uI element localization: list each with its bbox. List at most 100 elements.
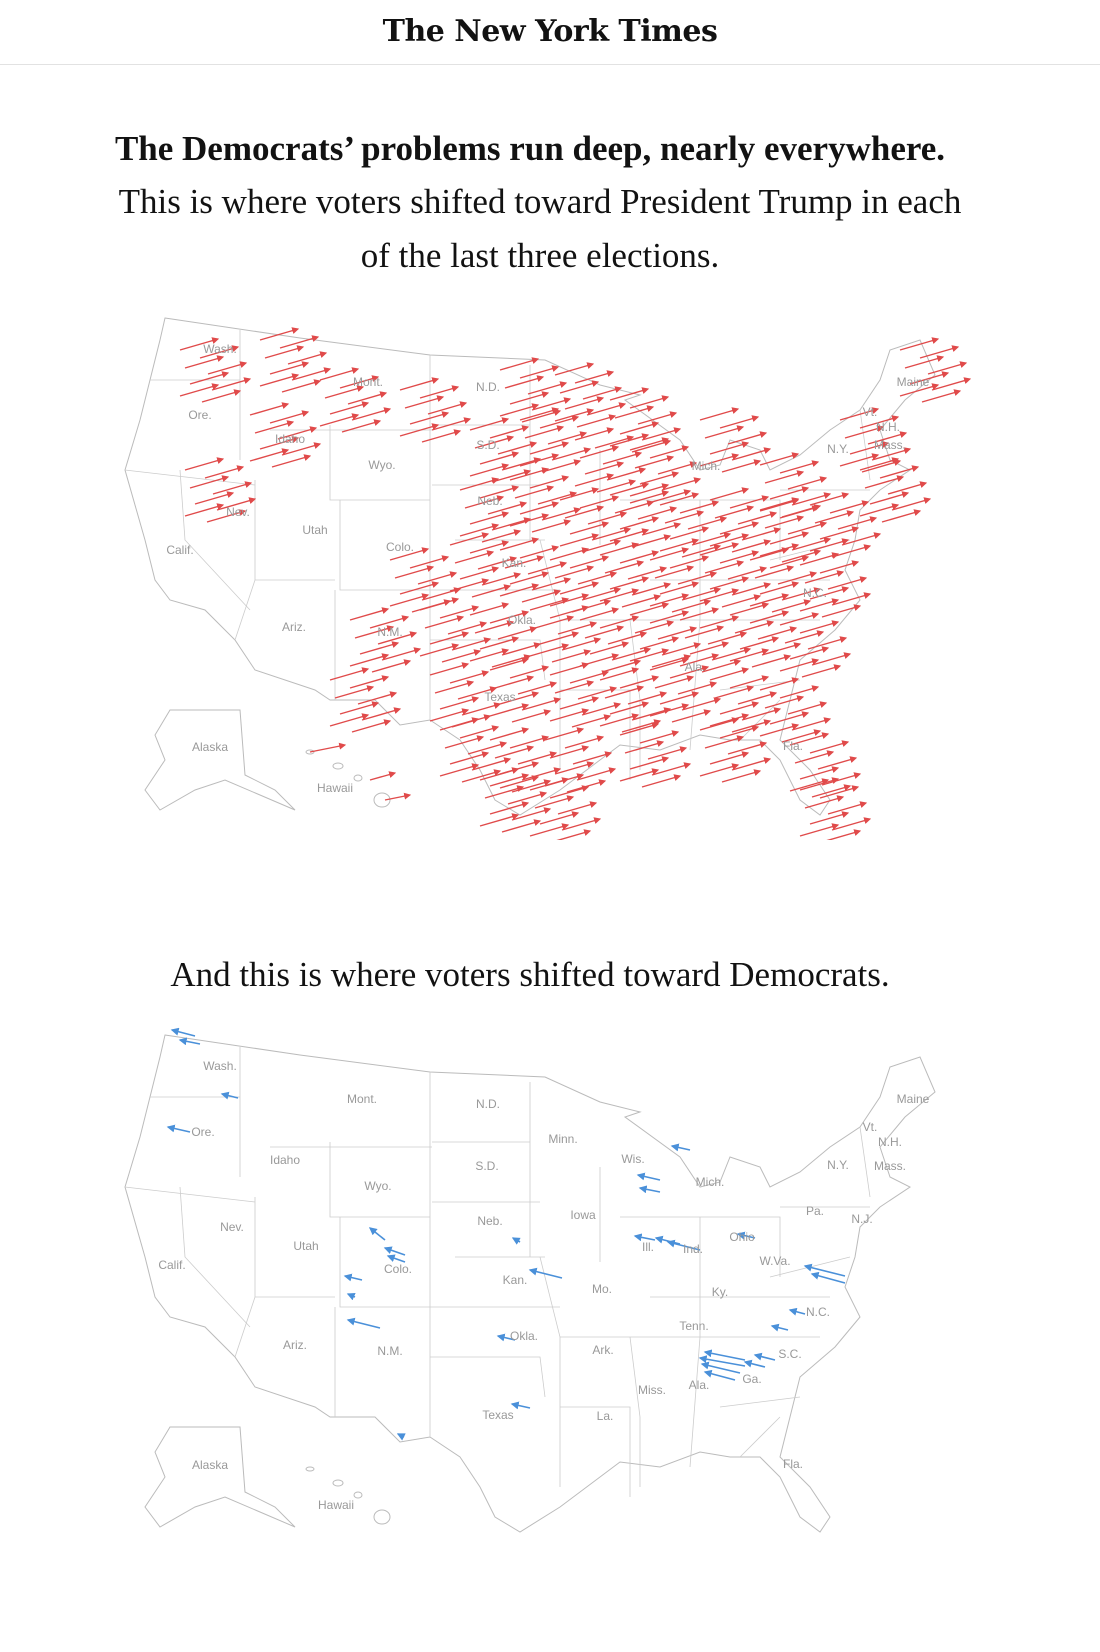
arrow (384, 792, 412, 801)
arrow (736, 1231, 756, 1240)
state-label: Maine (897, 1092, 930, 1106)
state-label: Ala. (689, 1378, 710, 1392)
state-label: Wyo. (364, 1179, 391, 1193)
arrow (383, 1246, 406, 1256)
state-label: S.D. (475, 1159, 498, 1173)
state-label: Mass. (874, 438, 906, 452)
state-label: N.H. (878, 1135, 902, 1149)
arrow (346, 1292, 356, 1301)
state-label: Colo. (384, 1262, 412, 1276)
arrow (770, 1323, 789, 1332)
map-heading: And this is where voters shifted toward … (170, 955, 890, 994)
state-labels: Wash. Mont. N.D. Minn. Ore. Idaho S.D. W… (158, 1059, 929, 1512)
state-label: Idaho (275, 432, 305, 446)
arrow (638, 1185, 661, 1194)
state-label: Ark. (592, 1343, 613, 1357)
us-outline (124, 317, 936, 816)
state-label: Utah (302, 523, 327, 537)
map: Wash. Mont. N.D. Minn. Ore. Idaho S.D. W… (124, 1027, 936, 1533)
trump-shift-arrows (180, 329, 970, 840)
state-label: Kan. (503, 1273, 528, 1287)
arrow (788, 1307, 806, 1316)
state-label: Nev. (226, 505, 250, 519)
arrow (178, 1037, 201, 1046)
state-label: Wyo. (368, 458, 395, 472)
arrow (810, 1271, 846, 1284)
state-label: Mich. (696, 1175, 725, 1189)
state-label: La. (597, 1409, 614, 1423)
map-body: Wash. Mont. N.D. Ore. Idaho S.D. Wyo. Ne… (124, 317, 970, 840)
arrow (368, 1227, 386, 1241)
state-label: Wash. (203, 1059, 237, 1073)
state-label: Hawaii (317, 781, 353, 795)
state-label: N.Y. (827, 1158, 849, 1172)
arrow (743, 1359, 766, 1368)
state-label: N.Y. (827, 442, 849, 456)
arrow (343, 1273, 363, 1282)
state-label: Minn. (548, 1132, 577, 1146)
state-labels: Wash. Mont. N.D. Ore. Idaho S.D. Wyo. Ne… (166, 342, 929, 795)
state-label: Calif. (158, 1258, 185, 1272)
state-label: Neb. (477, 1214, 502, 1228)
arrow (369, 771, 397, 781)
state-label: Ga. (742, 1372, 761, 1386)
arrow (698, 1355, 746, 1367)
arrow (309, 742, 347, 753)
state-label: Maine (897, 375, 930, 389)
arrow (510, 1401, 531, 1410)
state-label: Texas (482, 1408, 513, 1422)
state-label: Calif. (166, 543, 193, 557)
state-label: Fla. (783, 1457, 803, 1471)
state-label: Ore. (188, 408, 211, 422)
logo[interactable]: The New York Times (382, 14, 718, 49)
arrow (528, 1267, 563, 1279)
arrow (633, 1233, 656, 1242)
state-label: Mont. (347, 1092, 377, 1106)
arrow (670, 1143, 691, 1152)
state-label: Utah (293, 1239, 318, 1253)
state-label: Mont. (353, 375, 383, 389)
state-label: Alaska (192, 1458, 228, 1472)
state-label: Kan. (502, 556, 527, 570)
state-label: Mass. (874, 1159, 906, 1173)
state-label: Mo. (592, 1282, 612, 1296)
state-label: Okla. (510, 1329, 538, 1343)
state-label: Wash. (203, 342, 237, 356)
arrow (703, 1369, 736, 1381)
state-label: N.C. (806, 1305, 830, 1319)
state-label: Ala. (685, 660, 706, 674)
state-label: S.C. (778, 1347, 801, 1361)
state-label: Pa. (806, 1204, 824, 1218)
arrow (666, 1239, 701, 1251)
state-label: Ohio (729, 1230, 755, 1244)
subhead: This is where voters shifted toward Pres… (118, 182, 962, 275)
arrow (166, 1124, 191, 1133)
state-label: N.M. (377, 1344, 402, 1358)
arrow (803, 1263, 846, 1277)
state-label: N.D. (476, 1097, 500, 1111)
state-label: Ill. (642, 1240, 654, 1254)
state-label: Hawaii (318, 1498, 354, 1512)
arrow (496, 1333, 516, 1342)
arrow (170, 1027, 196, 1037)
state-label: S.D. (476, 438, 499, 452)
state-label: Fla. (783, 739, 803, 753)
state-label: N.M. (377, 625, 402, 639)
state-label: W.Va. (759, 1254, 790, 1268)
us-outline (124, 1034, 936, 1533)
state-label: Mich. (692, 459, 721, 473)
headline: The Democrats’ problems run deep, nearly… (114, 129, 946, 168)
state-label: Iowa (570, 1208, 596, 1222)
state-label: Ariz. (283, 1338, 307, 1352)
democrat-shift-arrows (166, 1027, 846, 1441)
state-label: Ky. (712, 1285, 728, 1299)
map-body: Wash. Mont. N.D. Minn. Ore. Idaho S.D. W… (158, 1027, 930, 1512)
state-label: Ariz. (282, 620, 306, 634)
state-label: Vt. (863, 405, 878, 419)
arrow (511, 1237, 521, 1245)
state-label: Tenn. (679, 1319, 708, 1333)
state-label: Neb. (477, 494, 502, 508)
arrow (396, 1433, 406, 1441)
state-label: Ore. (191, 1125, 214, 1139)
